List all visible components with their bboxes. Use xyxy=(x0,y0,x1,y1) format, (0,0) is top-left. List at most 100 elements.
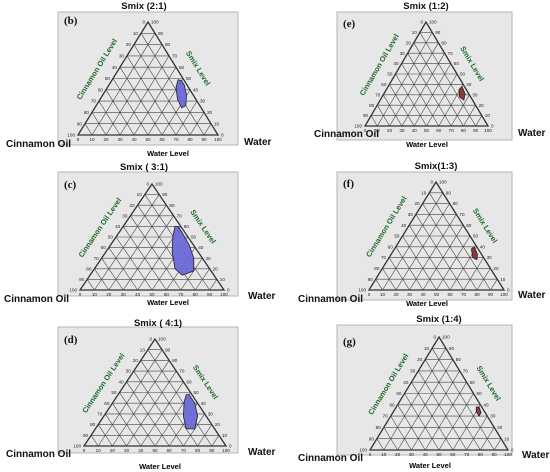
tick-label-smix: 80 xyxy=(453,201,459,206)
tick-label-oil: 30 xyxy=(119,54,125,59)
grid-line-oil xyxy=(389,84,415,127)
tick-label-oil: 70 xyxy=(93,256,99,261)
grid-line-oil xyxy=(376,105,390,127)
tick-label-smix: 0 xyxy=(507,288,510,293)
grid-line-water xyxy=(438,393,474,451)
tick-label-oil: 60 xyxy=(104,401,110,406)
plot-background xyxy=(336,324,513,456)
tick-label-smix: 60 xyxy=(470,380,476,385)
tick-label-smix: 20 xyxy=(493,266,499,271)
tick-label-smix: 40 xyxy=(480,244,486,249)
tick-label-smix: 10 xyxy=(220,277,226,282)
tick-label-oil: 0 xyxy=(433,335,436,340)
grid-line-oil xyxy=(97,424,113,447)
axis-label-bottom: Water Level xyxy=(147,149,189,158)
ternary-grid xyxy=(376,347,502,451)
grid-line-water xyxy=(493,438,502,451)
tick-label-smix: 70 xyxy=(448,51,454,56)
tick-label-smix: 90 xyxy=(165,347,171,352)
grid-line-oil xyxy=(130,215,182,291)
tick-label-oil: 80 xyxy=(376,425,382,430)
tick-label-water: 30 xyxy=(409,452,415,457)
tick-label-oil: 90 xyxy=(83,433,89,438)
tick-label-water: 30 xyxy=(121,292,127,297)
tick-label-smix: 80 xyxy=(172,358,178,363)
grid-line-oil xyxy=(383,94,403,127)
tick-label-water: 10 xyxy=(89,137,95,142)
tick-label-water: 20 xyxy=(387,128,393,133)
ternary-panel-c: 0 0 0 10 10 10 20 20 20 30 30 30 40 40 40 50 50 50 60 60 60 7… xyxy=(0,160,276,308)
tick-label-smix: 90 xyxy=(449,346,455,351)
tick-label-smix: 20 xyxy=(213,266,219,271)
feasible-region xyxy=(470,246,478,261)
corner-label-left: Cinnamon Oil xyxy=(298,453,363,464)
tick-label-oil: 60 xyxy=(381,82,387,87)
tick-label-smix: 90 xyxy=(162,192,168,197)
tick-label-oil: 50 xyxy=(111,390,117,395)
panel-letter: (d) xyxy=(64,334,78,346)
grid-line-water xyxy=(119,55,170,136)
grid-line-oil xyxy=(402,235,437,291)
panel-letter: (g) xyxy=(343,336,356,348)
tick-label-water: 40 xyxy=(131,137,137,142)
tick-label-oil: 90 xyxy=(369,436,375,441)
axis-label-bottom: Water Level xyxy=(147,298,189,307)
tick-label-water: 50 xyxy=(436,452,442,457)
grid-line-water xyxy=(480,427,495,451)
tick-label-oil: 50 xyxy=(387,72,393,77)
tick-label-oil: 50 xyxy=(108,235,114,240)
tick-label-water: 20 xyxy=(395,452,401,457)
grid-line-oil xyxy=(105,413,127,447)
tick-label-smix: 70 xyxy=(179,369,185,374)
tick-label-water: 90 xyxy=(488,292,494,297)
tick-label-smix: 50 xyxy=(186,76,192,81)
tick-label-water: 70 xyxy=(464,452,470,457)
tick-label-oil: 70 xyxy=(375,92,381,97)
tick-label-smix: 10 xyxy=(214,121,220,126)
tick-label-smix: 50 xyxy=(194,390,200,395)
tick-label-water: 50 xyxy=(145,137,151,142)
ternary-grid xyxy=(90,349,220,447)
tick-label-water: 10 xyxy=(92,292,98,297)
chart-title: Smix ( 3:1) xyxy=(120,162,168,173)
feasible-region xyxy=(182,394,199,430)
tick-label-water: 100 xyxy=(484,128,492,133)
ternary-grid xyxy=(370,32,483,127)
grid-line-oil xyxy=(397,404,426,451)
grid-line-oil xyxy=(370,115,378,127)
tick-label-smix: 60 xyxy=(454,61,460,66)
axis-label-bottom: Water Level xyxy=(139,462,181,471)
tick-label-oil: 100 xyxy=(69,288,77,293)
tick-label-smix: 20 xyxy=(215,422,221,427)
tick-label-oil: 60 xyxy=(101,245,107,250)
grid-line-oil xyxy=(390,415,412,451)
tick-label-water: 0 xyxy=(369,452,372,457)
tick-label-water: 40 xyxy=(423,452,429,457)
tick-label-oil: 0 xyxy=(149,337,152,342)
grid-line-oil xyxy=(84,123,93,136)
grid-line-oil xyxy=(419,32,476,127)
tick-label-water: 90 xyxy=(473,128,479,133)
grid-line-water xyxy=(466,415,488,451)
ternary-panel-g: 0 0 0 10 10 10 20 20 20 30 30 30 40 40 40 50 50 50 60 60 60 7… xyxy=(282,313,550,472)
tick-label-oil: 40 xyxy=(115,224,121,229)
tick-label-oil: 30 xyxy=(410,369,416,374)
tick-label-oil: 50 xyxy=(396,391,402,396)
tick-label-oil: 70 xyxy=(381,255,387,260)
tick-label-water: 10 xyxy=(380,292,386,297)
tick-label-water: 60 xyxy=(167,448,173,453)
tick-label-oil: 90 xyxy=(368,277,374,282)
tick-label-water: 50 xyxy=(424,128,430,133)
grid-line-oil xyxy=(376,438,385,451)
tick-label-oil: 70 xyxy=(97,412,103,417)
tick-label-smix: 10 xyxy=(222,433,228,438)
panel-letter: (e) xyxy=(343,18,356,30)
grid-line-oil xyxy=(395,246,424,291)
tick-label-oil: 70 xyxy=(91,99,97,104)
nanoemulsion-region xyxy=(182,394,199,430)
